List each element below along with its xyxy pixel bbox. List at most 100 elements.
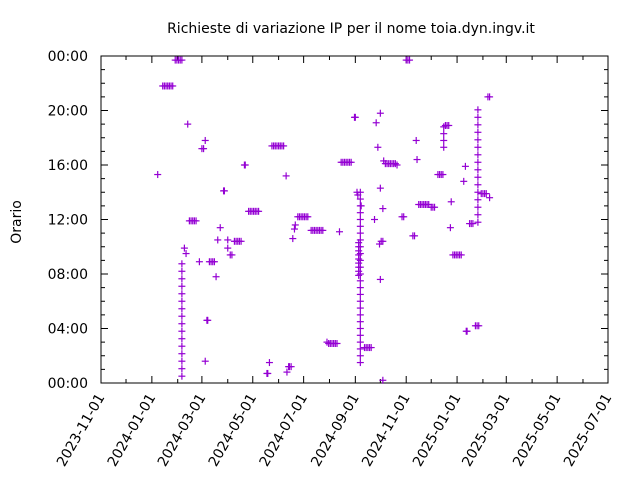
data-point [204,316,212,324]
data-point [474,218,482,226]
data-point [460,177,468,185]
y-tick-label: 20:00 [48,104,88,120]
data-point [356,345,364,353]
data-point [376,109,384,117]
data-point [431,203,439,211]
data-point [474,113,482,121]
x-tick-label: 2024-11-01 [359,391,414,469]
data-point [445,121,453,129]
data-point [412,136,420,144]
y-tick-labels: 00:00 04:00 08:00 12:00 16:00 20:00 00:00 [48,49,88,392]
data-point [440,143,448,151]
data-point [391,160,399,168]
data-points [154,56,494,384]
data-point [201,357,209,365]
y-tick-label: 04:00 [48,322,88,338]
data-point [356,236,364,244]
x-tick-label: 2023-11-01 [54,391,109,469]
data-point [178,56,186,64]
data-point [356,359,364,367]
data-point [178,350,186,358]
data-point [178,305,186,313]
y-tick-label: 08:00 [48,267,88,283]
data-point [356,304,364,312]
data-point [474,203,482,211]
data-point [461,162,469,170]
x-tick-label: 2024-09-01 [308,391,363,469]
data-point [356,352,364,360]
y-axis-label: Orario [9,200,25,244]
data-point [178,335,186,343]
data-point [474,121,482,129]
data-point [178,297,186,305]
data-point [371,216,379,223]
data-point [356,250,364,258]
data-point [446,224,454,232]
x-tick-label: 2025-07-01 [561,391,616,469]
data-point [356,297,364,305]
data-point [356,222,364,230]
data-point [393,161,401,169]
data-point [356,195,364,203]
data-point [241,161,249,169]
data-point [356,243,364,251]
data-point [184,120,192,128]
data-point [474,166,482,174]
data-point [283,368,291,376]
data-point [374,143,382,151]
chart-title: Richieste di variazione IP per il nome t… [167,21,535,37]
data-point [287,363,295,371]
data-point [319,226,327,234]
data-point [182,250,190,258]
data-point [474,158,482,166]
data-point [469,220,477,228]
x-tick-label: 2025-03-01 [459,391,514,469]
data-point [475,322,483,330]
data-point [486,194,494,202]
plot-frame [100,55,609,384]
data-point [379,376,387,384]
data-point [474,136,482,144]
data-point [463,327,471,335]
data-point [255,207,263,215]
data-point [356,331,364,339]
data-point [200,145,208,153]
data-point [280,142,288,150]
data-point [372,119,380,127]
data-point [474,181,482,189]
data-point [411,232,419,240]
data-point [289,235,297,243]
data-point [356,229,364,237]
data-point [457,251,465,259]
data-point [440,123,448,131]
data-point [214,236,222,244]
data-point [180,244,188,252]
data-point [264,369,272,377]
data-point [192,217,200,225]
data-point [282,172,290,180]
data-point [376,184,384,192]
data-point [212,273,220,281]
data-point [169,82,177,90]
data-point [323,338,331,346]
data-point [440,130,448,138]
data-point [406,56,414,64]
y-tick-label: 00:00 [48,376,88,392]
x-tick-label: 2024-03-01 [155,391,210,469]
data-point [228,251,236,259]
x-tick-label: 2025-01-01 [410,391,465,469]
data-point [474,188,482,196]
data-point [356,209,364,217]
data-point [356,284,364,292]
data-point [474,128,482,136]
data-point [178,275,186,283]
data-point [356,263,364,271]
data-point [356,202,364,210]
data-point [439,171,447,179]
data-point [178,357,186,365]
data-point [413,156,421,164]
data-point [265,359,273,367]
data-point [224,236,232,244]
data-point [356,338,364,346]
